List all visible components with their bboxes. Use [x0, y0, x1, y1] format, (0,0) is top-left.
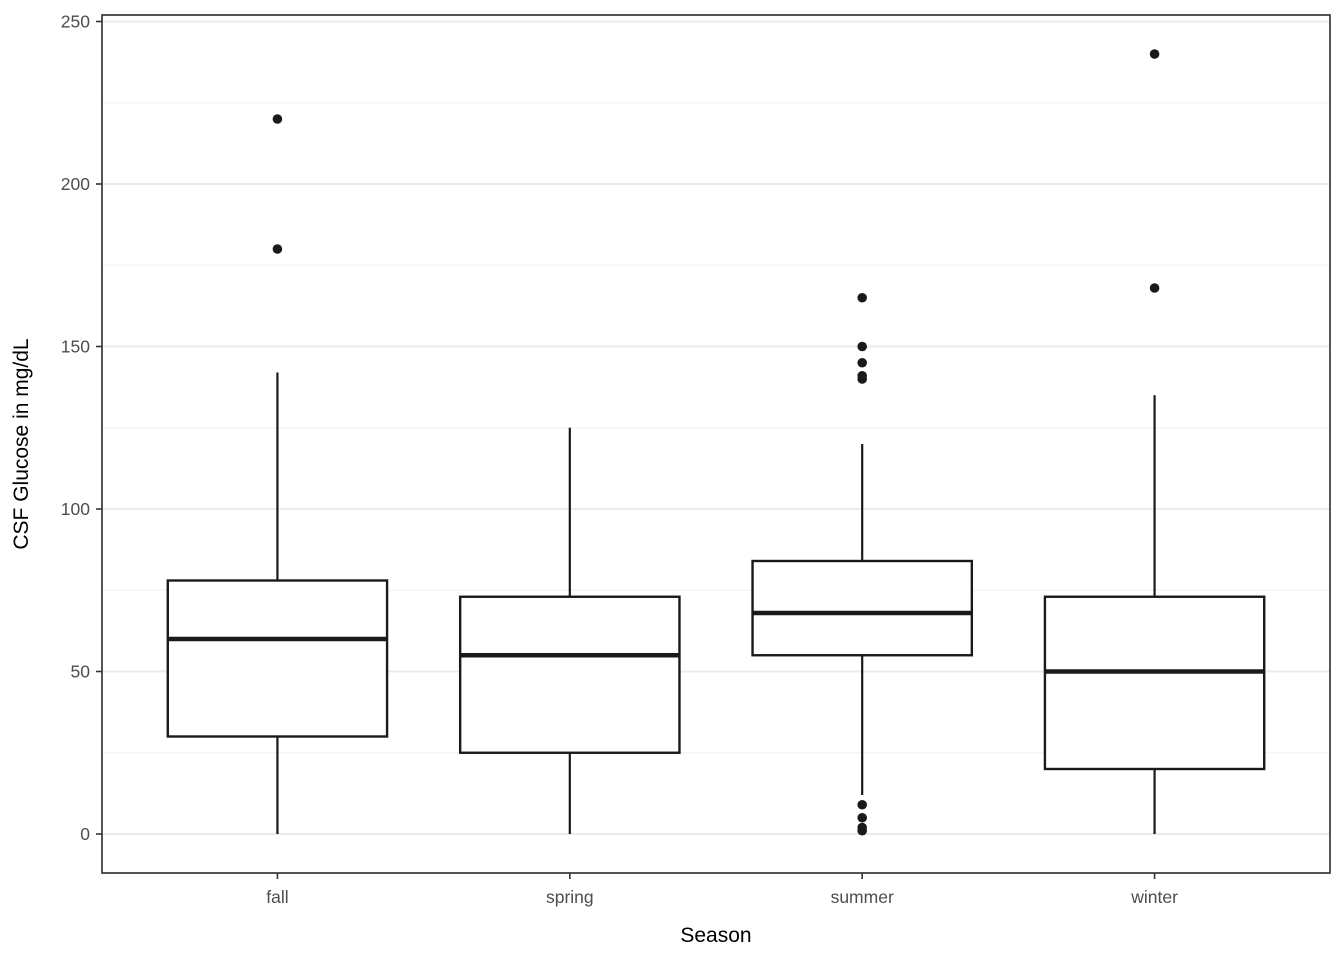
box-winter [1043, 595, 1266, 771]
panel-border [101, 14, 1331, 874]
y-tick-label: 200 [61, 174, 90, 194]
x-tick-label: spring [546, 887, 594, 907]
box-spring [458, 595, 681, 754]
outlier-point-summer [857, 799, 867, 810]
x-axis-title: Season [680, 924, 752, 947]
y-tick-label: 0 [80, 824, 90, 844]
outlier-point-fall [272, 114, 283, 124]
outlier-point-summer [857, 357, 867, 368]
box-fall [166, 579, 389, 738]
y-tick-label: 100 [61, 499, 90, 519]
outlier-point-summer [857, 341, 867, 352]
y-axis-title-wrap: CSF Glucose in mg/dL [10, 264, 33, 624]
outlier-point-summer [857, 812, 867, 823]
outlier-point-fall [272, 244, 283, 254]
y-tick-label: 50 [71, 662, 91, 682]
y-tick-label: 150 [61, 337, 90, 357]
y-axis-title: CSF Glucose in mg/dL [10, 338, 33, 550]
outlier-point-summer [857, 825, 867, 836]
outlier-point-summer [857, 374, 867, 384]
outlier-point-winter [1149, 49, 1160, 59]
x-tick-label: summer [831, 887, 894, 907]
outlier-point-summer [857, 292, 867, 303]
box-summer [751, 559, 974, 657]
y-tick-label: 250 [61, 12, 90, 32]
outlier-point-winter [1149, 283, 1160, 293]
x-axis-title-wrap: Season [102, 925, 1330, 947]
x-tick-label: fall [266, 887, 288, 907]
x-tick-label: winter [1130, 887, 1178, 907]
